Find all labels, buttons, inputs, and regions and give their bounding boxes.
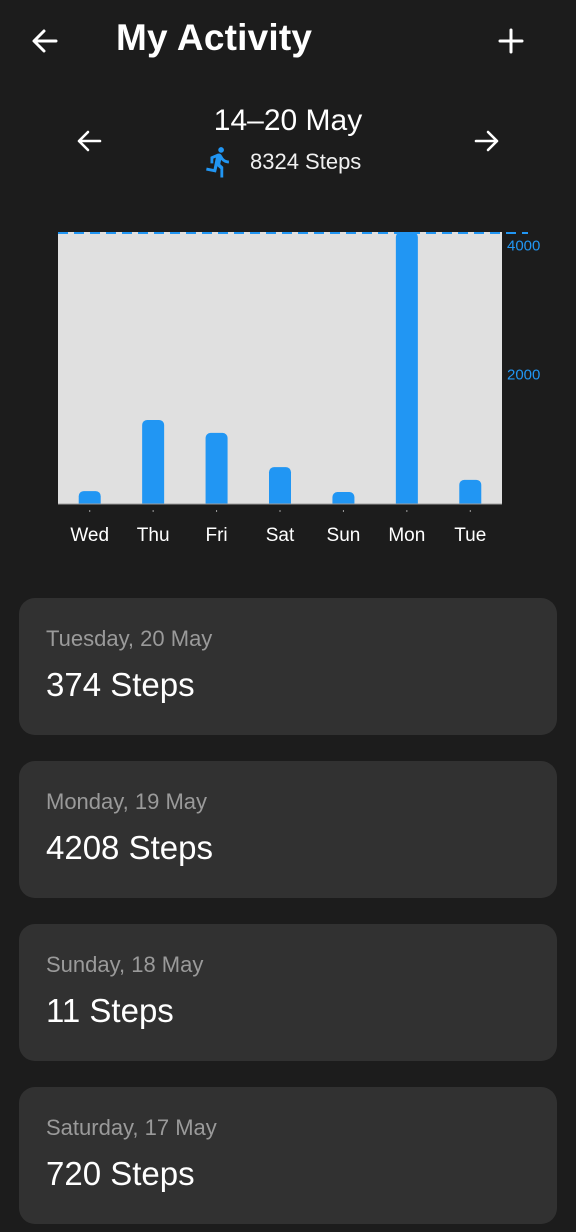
back-button[interactable] <box>22 18 68 64</box>
arrow-left-icon <box>77 130 102 152</box>
chart-bar <box>269 467 291 510</box>
chart-x-label: Thu <box>137 525 170 546</box>
day-card[interactable]: Tuesday, 20 May 374 Steps <box>19 598 557 735</box>
page-title: My Activity <box>116 17 313 58</box>
chart-bar <box>205 432 228 510</box>
week-range: 14–20 May <box>213 104 363 137</box>
running-person-icon <box>206 147 229 178</box>
chart-y-tick-label: 2000 <box>507 367 540 384</box>
chart-x-label: Sat <box>266 525 295 546</box>
chart-x-label: Sun <box>327 525 361 546</box>
chart-x-label: Fri <box>205 525 227 546</box>
chart-plot-area <box>58 232 502 504</box>
day-card-date: Sunday, 18 May <box>46 952 204 977</box>
arrow-left-icon <box>32 29 58 53</box>
weekly-steps-chart-svg: Wed Thu Fri Sat Sun Mon Tue 2000 4000 4208 <box>58 206 540 546</box>
chart-baseline-mask <box>58 504 502 510</box>
next-week-button[interactable] <box>464 118 510 164</box>
chart-reference-label: 4208 <box>262 220 298 223</box>
chart-x-label: Wed <box>70 525 109 546</box>
day-card[interactable]: Sunday, 18 May 11 Steps <box>19 924 557 1061</box>
chart-y-tick-label: 4000 <box>507 237 540 254</box>
previous-week-button[interactable] <box>66 118 112 164</box>
chart-x-label: Mon <box>388 525 425 546</box>
day-card-steps: 11 Steps <box>46 992 174 1029</box>
week-total-steps: 8324 Steps <box>250 149 362 174</box>
chart-bar <box>395 232 418 510</box>
day-card[interactable]: Saturday, 17 May 720 Steps <box>19 1087 557 1224</box>
day-card-steps: 720 Steps <box>46 1155 195 1192</box>
chart-bar <box>142 419 165 510</box>
chart-bar <box>459 479 482 510</box>
day-card-date: Tuesday, 20 May <box>46 626 213 651</box>
add-activity-button[interactable] <box>488 18 534 64</box>
day-card-steps: 4208 Steps <box>46 829 213 866</box>
chart-x-label: Tue <box>454 525 486 546</box>
arrow-right-icon <box>474 130 499 152</box>
week-total: 8324 Steps <box>202 144 361 180</box>
day-card-date: Monday, 19 May <box>46 789 208 814</box>
weekly-steps-chart: Wed Thu Fri Sat Sun Mon Tue 2000 4000 4208 <box>0 206 576 560</box>
day-card[interactable]: Monday, 19 May 4208 Steps <box>19 761 557 898</box>
day-card-date: Saturday, 17 May <box>46 1115 217 1140</box>
week-navigator: 14–20 May 8324 Steps <box>0 96 576 196</box>
day-card-steps: 374 Steps <box>46 666 195 703</box>
app-bar: My Activity <box>0 0 576 84</box>
plus-icon <box>498 28 524 54</box>
